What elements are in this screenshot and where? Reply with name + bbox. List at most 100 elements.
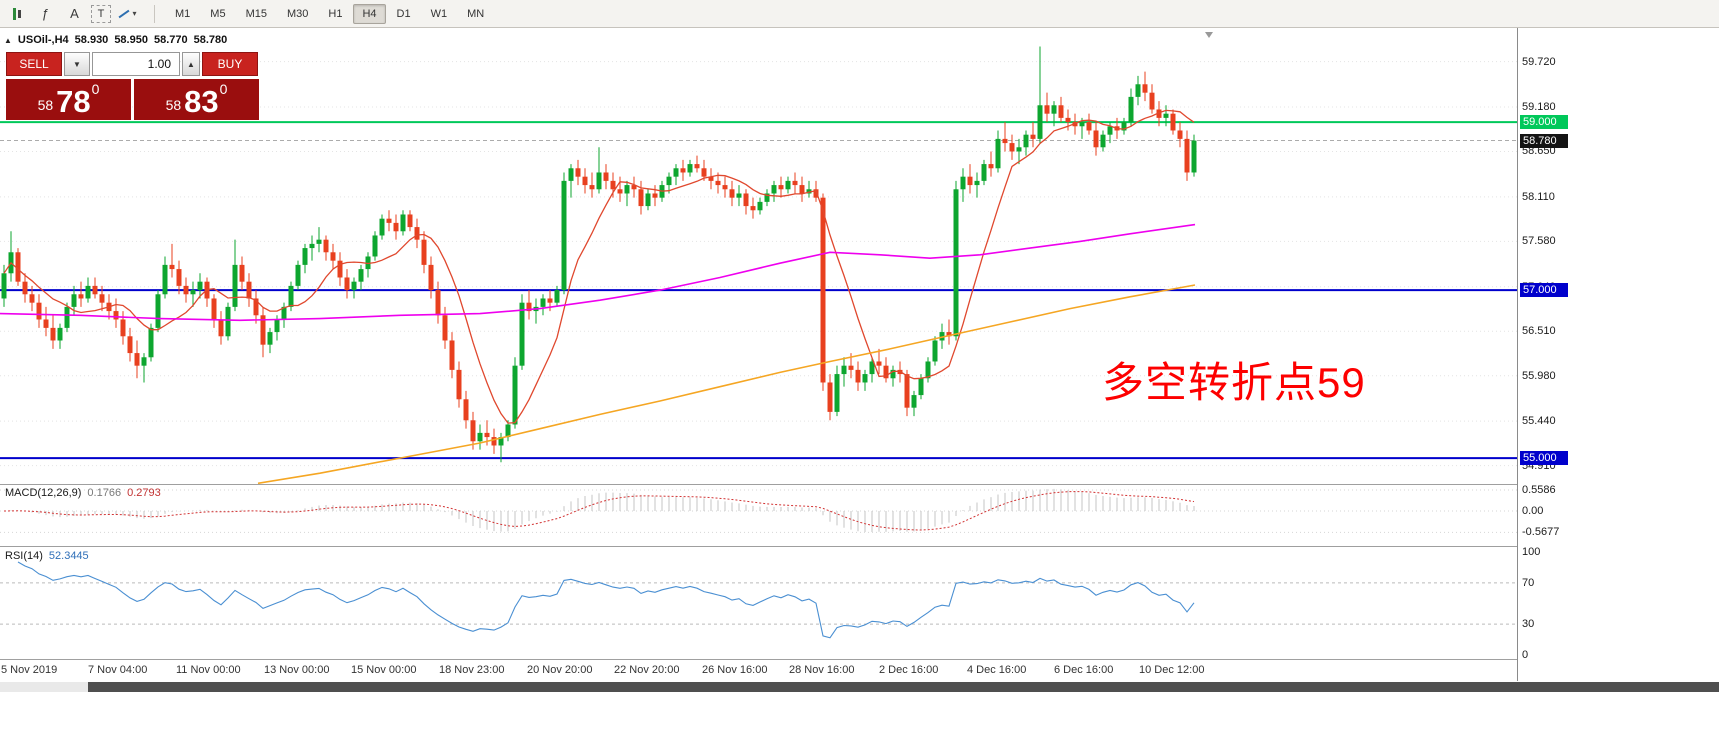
candle [1177, 122, 1183, 148]
candle [533, 298, 539, 324]
ask-pip-digit: 0 [219, 81, 228, 97]
buy-button[interactable]: BUY [202, 52, 258, 76]
ask-prefix: 58 [165, 97, 182, 113]
candle [141, 353, 147, 383]
timeframe-m30[interactable]: M30 [286, 7, 309, 20]
time-axis-label: 4 Dec 16:00 [967, 664, 1027, 676]
candle [281, 302, 287, 328]
price-axis-label: 59.180 [1522, 100, 1556, 113]
candle [197, 273, 203, 299]
timeframe-m1[interactable]: M1 [175, 7, 191, 20]
rsi-axis-label: 30 [1522, 618, 1535, 630]
candle [1170, 109, 1176, 135]
candle [617, 176, 623, 202]
price-axis-label: 56.510 [1522, 325, 1556, 338]
candle [36, 294, 42, 328]
candle [722, 176, 728, 198]
candle [841, 357, 847, 387]
candle [239, 256, 245, 291]
candle [442, 306, 448, 349]
horizontal-scrollbar[interactable] [0, 682, 1719, 692]
bid-big-digits: 78 [56, 84, 91, 119]
timeframe-h4[interactable]: H4 [353, 3, 386, 24]
time-axis-label: 15 Nov 00:00 [351, 664, 417, 676]
candle [855, 361, 861, 391]
candle [876, 348, 882, 375]
candle [526, 290, 532, 320]
candle [421, 231, 427, 274]
scrollbar-thumb[interactable] [88, 682, 1719, 692]
time-axis-label: 7 Nov 04:00 [88, 664, 148, 676]
candle [183, 277, 189, 303]
timeframe-m5[interactable]: M5 [210, 7, 226, 20]
candle [743, 189, 749, 215]
rsi-panel[interactable] [0, 547, 1517, 659]
candle [15, 248, 21, 286]
chart-shift-marker-icon[interactable] [1205, 32, 1213, 38]
candle [1030, 122, 1036, 148]
timeframe-d1[interactable]: D1 [396, 7, 411, 20]
candle [757, 197, 763, 215]
candle [715, 172, 721, 194]
candle [610, 172, 616, 198]
volume-decrease-button[interactable]: ▼ [64, 52, 90, 76]
candle [792, 172, 798, 194]
text-annotation-icon[interactable]: A [70, 6, 79, 21]
time-axis-label: 11 Nov 00:00 [176, 664, 241, 676]
draw-tools-icon[interactable]: ▾ [115, 3, 140, 25]
rsi-axis-label: 0 [1522, 649, 1529, 661]
mid-level-label: 57.000 [1520, 283, 1568, 298]
timeframe-m15[interactable]: M15 [245, 7, 267, 20]
candle [323, 235, 329, 261]
candle [1058, 96, 1064, 123]
candle [120, 311, 126, 345]
resistance-level-label: 59.000 [1520, 115, 1568, 130]
candle [43, 306, 49, 337]
sell-button[interactable]: SELL [6, 52, 62, 76]
candle [1121, 117, 1127, 135]
text-label-icon[interactable]: T [91, 4, 111, 23]
price-gridlines [0, 61, 1517, 467]
candle [463, 390, 469, 429]
candle [1100, 130, 1106, 152]
macd-panel[interactable] [0, 485, 1517, 546]
timeframe-h1[interactable]: H1 [328, 7, 343, 20]
timeframe-w1[interactable]: W1 [430, 7, 448, 20]
candle [869, 357, 875, 383]
volume-increase-button[interactable]: ▲ [182, 52, 200, 76]
candle [330, 243, 336, 270]
candle [246, 273, 252, 307]
macd-signal-line [3, 491, 1195, 531]
candle [988, 151, 994, 177]
candle [694, 155, 700, 173]
bar-low: 58.770 [153, 34, 188, 46]
candle [890, 365, 896, 387]
main-price-chart[interactable] [0, 28, 1517, 484]
candle [981, 159, 987, 186]
price-axis-label: 58.650 [1522, 145, 1556, 158]
candle [1086, 113, 1092, 135]
indicators-list-icon[interactable]: ƒ [41, 6, 50, 21]
bid-pip-digit: 0 [91, 81, 100, 97]
candle [505, 420, 511, 442]
candle [1142, 71, 1148, 102]
volume-input[interactable]: 1.00 [92, 52, 180, 76]
trade-controls-row: SELL ▼ 1.00 ▲ BUY [6, 52, 260, 76]
candle [827, 374, 833, 421]
candle [631, 176, 637, 198]
macd-axis-label: 0.00 [1522, 505, 1544, 517]
bid-price-tile[interactable]: 58 78 0 [6, 79, 131, 120]
candle [456, 361, 462, 408]
candle [764, 189, 770, 207]
ask-price-tile[interactable]: 58 83 0 [134, 79, 259, 120]
candle [57, 323, 63, 349]
symbol-name: USOil-,H4 [17, 34, 69, 46]
candle [260, 306, 266, 358]
chart-candles-icon[interactable] [4, 3, 29, 25]
timeframe-mn[interactable]: MN [467, 7, 485, 20]
candle [253, 290, 259, 324]
candle [92, 277, 98, 299]
candle [834, 365, 840, 417]
timeframe-buttons: M1 M5 M15 M30 H1 H4 D1 W1 MN [165, 3, 494, 24]
candle [302, 243, 308, 274]
